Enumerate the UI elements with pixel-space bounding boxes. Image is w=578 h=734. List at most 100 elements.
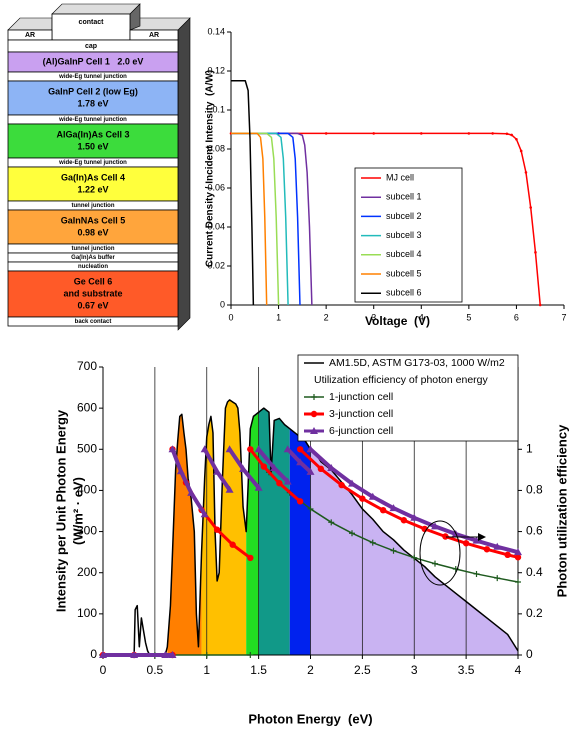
point-marker: [462, 540, 470, 547]
y-tick-label: 100: [77, 606, 97, 620]
point-marker: [359, 495, 366, 502]
x-tick-label: 1: [276, 312, 281, 322]
point-marker: [504, 551, 511, 559]
point-marker: [203, 652, 210, 658]
point-marker: [442, 533, 449, 540]
layer-label: 0.98 eV: [77, 227, 108, 237]
x-tick-label: 3: [371, 312, 376, 322]
x-tick-label: 2: [324, 312, 329, 322]
point-marker: [254, 483, 263, 491]
series-line: [231, 132, 289, 306]
point-marker: [130, 651, 139, 658]
layer-label: and substrate: [63, 288, 122, 298]
point-marker: [538, 303, 542, 307]
layer-label: 1.78 eV: [77, 98, 108, 108]
point-marker: [317, 465, 325, 473]
point-marker: [514, 554, 522, 561]
annotation: [419, 520, 486, 586]
y2-tick-label: 0: [526, 647, 533, 661]
layer-label: Ga(In)As Cell 4: [61, 172, 125, 182]
point-marker: [296, 498, 304, 505]
point-marker: [505, 132, 509, 136]
point-marker: [338, 481, 345, 489]
x-tick-label: 1: [203, 663, 210, 677]
y2-tick-label: 0.4: [526, 565, 543, 579]
point-marker: [328, 519, 335, 526]
point-marker: [247, 446, 254, 453]
point-marker: [283, 477, 292, 485]
point-marker: [254, 445, 263, 453]
point-marker: [529, 206, 532, 209]
cell-stack-diagram: contact AR AR cap (Al)GaInP Cell 1 2.0 e…: [7, 3, 191, 331]
legend-box: [297, 354, 519, 442]
point-marker: [534, 251, 537, 254]
legend-label: subcell 6: [386, 288, 422, 298]
point-marker: [389, 504, 398, 512]
legend-label: subcell 1: [386, 192, 422, 202]
legend-label: subcell 4: [386, 249, 422, 259]
series-line: [132, 399, 519, 656]
layer: [7, 316, 179, 327]
legend-label: 6-junction cell: [329, 425, 393, 437]
point-marker: [213, 467, 222, 475]
point-marker: [168, 445, 177, 453]
x-axis-label: Voltage (V): [365, 314, 430, 328]
y2-tick-label: 0.6: [526, 524, 543, 538]
point-marker: [260, 463, 268, 470]
x-tick-label: 5: [466, 312, 471, 322]
layer-label: tunnel junction: [72, 246, 115, 252]
y-tick-label: 400: [77, 483, 97, 497]
point-marker: [161, 651, 170, 658]
y-tick-label: 0.04: [207, 221, 225, 231]
point-marker: [467, 132, 471, 135]
series-line: [231, 132, 280, 306]
stack-side: [177, 17, 191, 331]
point-marker: [310, 427, 318, 434]
y-tick-label: 0.14: [207, 26, 225, 36]
x-tick-label: 6: [514, 312, 519, 322]
contact-label: contact: [79, 19, 105, 26]
y-tick-label: 0.12: [207, 65, 225, 75]
legend-label: MJ cell: [386, 172, 414, 182]
callout-ellipse: [419, 520, 461, 586]
point-marker: [510, 133, 513, 137]
point-marker: [296, 446, 304, 453]
layer-label: AlGa(In)As Cell 3: [56, 129, 129, 139]
point-marker: [200, 445, 209, 453]
point-marker: [473, 570, 480, 577]
point-marker: [472, 536, 481, 544]
y-tick-label: 0.08: [207, 143, 225, 153]
y-tick-label: 600: [77, 400, 97, 414]
point-marker: [491, 132, 494, 135]
legend-label: AM1.5D, ASTM G173-03, 1000 W/m2: [329, 357, 505, 369]
point-marker: [390, 547, 397, 554]
y-tick-label: 500: [77, 441, 97, 455]
y2-tick-label: 0.2: [526, 606, 543, 620]
point-marker: [200, 510, 209, 518]
point-marker: [515, 137, 518, 141]
y-tick-label: 0.02: [207, 260, 225, 270]
point-marker: [483, 546, 491, 553]
layer: [7, 270, 179, 318]
cap-label: cap: [85, 43, 97, 50]
layer-label: GaInP Cell 2 (low Eg): [48, 86, 138, 96]
layer-label: tunnel junction: [72, 203, 115, 209]
legend-heading: Utilization efficiency of photon energy: [314, 374, 488, 386]
y-tick-label: 200: [77, 565, 97, 579]
point-marker: [270, 464, 279, 472]
x-tick-label: 4: [515, 663, 522, 677]
spectrum-band-fill: [258, 408, 290, 655]
point-marker: [99, 651, 107, 658]
x-tick-label: 0: [228, 312, 233, 322]
point-marker: [431, 522, 439, 530]
legend-label: subcell 2: [386, 211, 422, 221]
legend-label: subcell 3: [386, 230, 422, 240]
y-axis-label: (W/m² · eV): [70, 477, 85, 545]
legend-label: subcell 5: [386, 268, 422, 278]
point-marker: [410, 513, 419, 521]
y2-axis-label: Photon utilization efficiency: [554, 424, 569, 597]
point-marker: [379, 506, 387, 514]
legend-label: 1-junction cell: [329, 391, 393, 403]
